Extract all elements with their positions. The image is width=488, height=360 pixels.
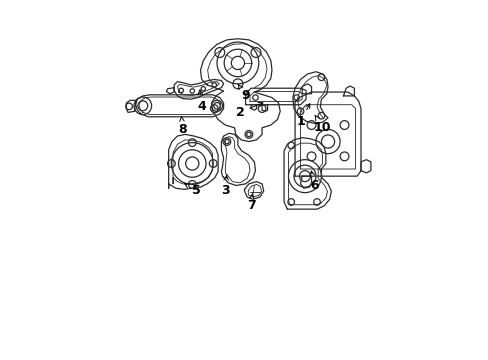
Text: 8: 8 (178, 117, 187, 136)
Text: 3: 3 (221, 176, 229, 197)
Text: 9: 9 (238, 84, 249, 102)
Text: 10: 10 (313, 115, 330, 134)
Text: 1: 1 (296, 104, 309, 128)
Text: 4: 4 (197, 90, 205, 113)
Text: 2: 2 (235, 103, 263, 119)
Text: 7: 7 (246, 194, 255, 212)
Text: 6: 6 (309, 171, 319, 192)
Text: 5: 5 (184, 184, 200, 197)
